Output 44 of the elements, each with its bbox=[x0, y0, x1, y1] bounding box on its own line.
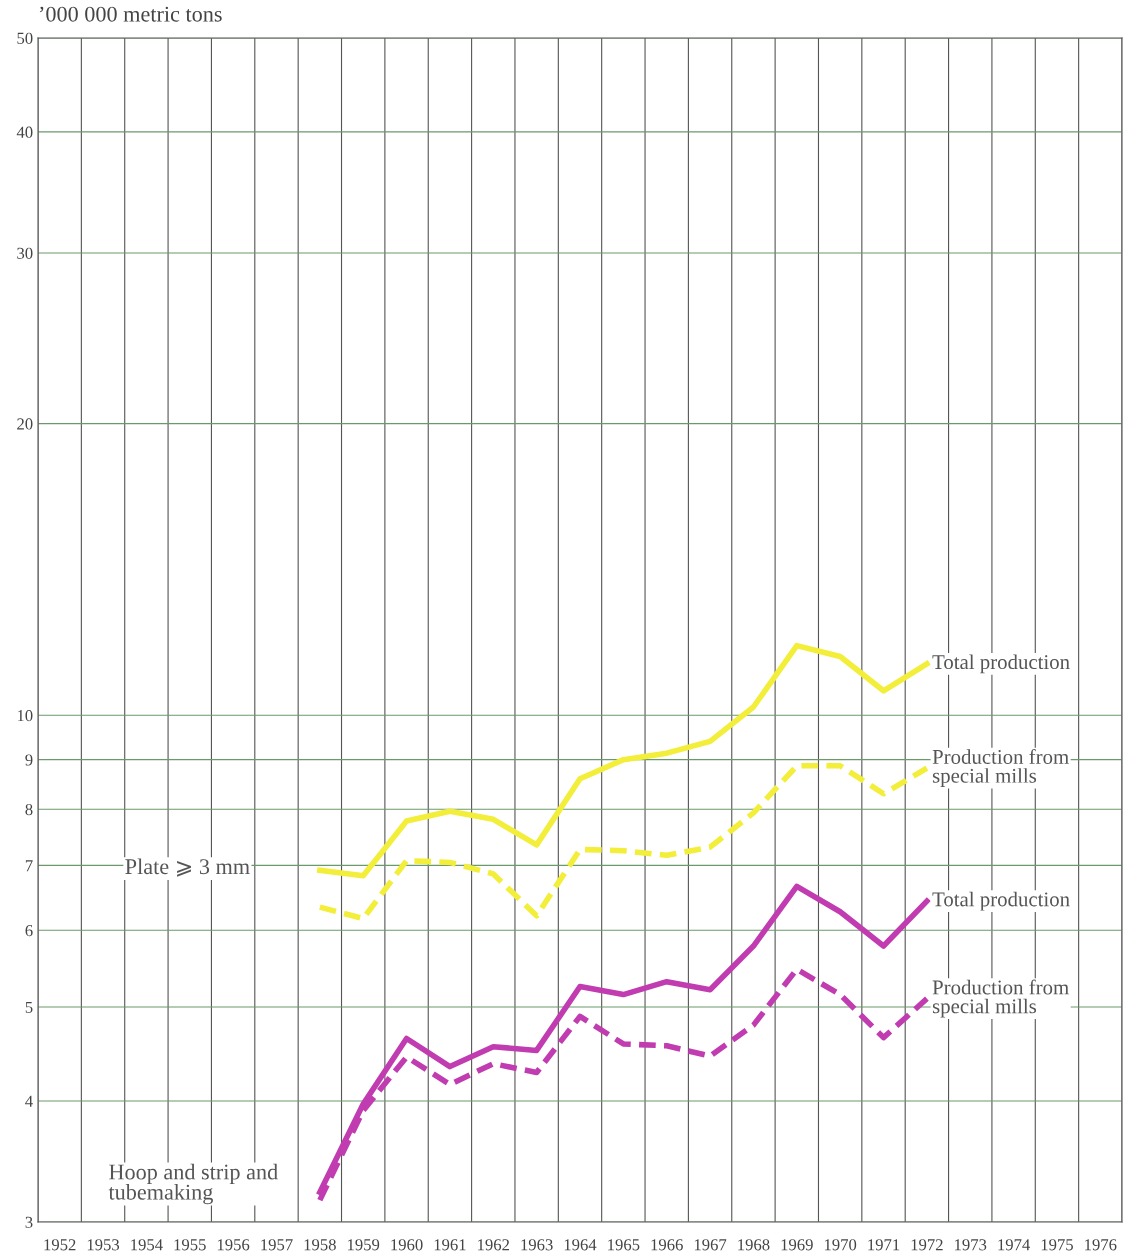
y-tick-label: 3 bbox=[25, 1216, 33, 1228]
x-tick-label: 1968 bbox=[738, 1239, 770, 1251]
x-tick-label: 1954 bbox=[131, 1239, 163, 1251]
x-tick-label: 1974 bbox=[998, 1239, 1031, 1251]
x-tick-label: 1952 bbox=[44, 1239, 76, 1251]
x-tick-label: 1971 bbox=[868, 1239, 900, 1251]
x-tick-label: 1961 bbox=[434, 1239, 466, 1251]
x-tick-label: 1965 bbox=[608, 1239, 640, 1251]
series-label: Production from special mills bbox=[932, 749, 1069, 788]
x-tick-label: 1973 bbox=[955, 1239, 987, 1251]
y-tick-label: 5 bbox=[25, 1001, 33, 1013]
y-tick-label: 8 bbox=[25, 803, 33, 816]
x-tick-label: 1958 bbox=[304, 1239, 336, 1251]
series-label: Production from special mills bbox=[932, 979, 1069, 1018]
y-tick-label: 10 bbox=[17, 710, 33, 722]
x-tick-label: 1955 bbox=[174, 1239, 206, 1251]
x-tick-label: 1960 bbox=[391, 1239, 423, 1251]
x-tick-label: 1953 bbox=[87, 1239, 120, 1251]
x-tick-label: 1967 bbox=[694, 1239, 727, 1251]
x-tick-label: 1972 bbox=[911, 1239, 943, 1251]
y-tick-label: 20 bbox=[17, 418, 33, 430]
x-tick-label: 1975 bbox=[1041, 1239, 1073, 1251]
x-tick-label: 1976 bbox=[1085, 1239, 1117, 1251]
series-label: Total production bbox=[932, 654, 1070, 674]
y-tick-label: 9 bbox=[25, 754, 33, 766]
x-tick-label: 1966 bbox=[651, 1239, 683, 1251]
x-tick-label: 1964 bbox=[564, 1239, 597, 1251]
annotation: Plate ⩾ 3 mm bbox=[125, 858, 250, 877]
x-tick-label: 1962 bbox=[478, 1239, 510, 1251]
x-tick-label: 1956 bbox=[217, 1239, 250, 1251]
y-tick-label: 6 bbox=[25, 925, 33, 937]
y-tick-label: 40 bbox=[16, 126, 33, 138]
series-label: Total production bbox=[932, 891, 1070, 911]
y-tick-label: 30 bbox=[17, 247, 33, 259]
x-tick-label: 1969 bbox=[781, 1239, 813, 1251]
y-tick-label: 50 bbox=[17, 32, 33, 44]
x-tick-label: 1970 bbox=[824, 1239, 857, 1251]
annotation: Hoop and strip and tubemaking bbox=[108, 1163, 278, 1205]
x-tick-label: 1959 bbox=[348, 1239, 380, 1251]
y-tick-label: 4 bbox=[25, 1095, 33, 1107]
x-tick-label: 1963 bbox=[521, 1239, 553, 1251]
y-tick-label: 7 bbox=[25, 860, 33, 872]
y-axis-title: ’000 000 metric tons bbox=[39, 6, 222, 22]
x-tick-label: 1957 bbox=[261, 1239, 293, 1251]
